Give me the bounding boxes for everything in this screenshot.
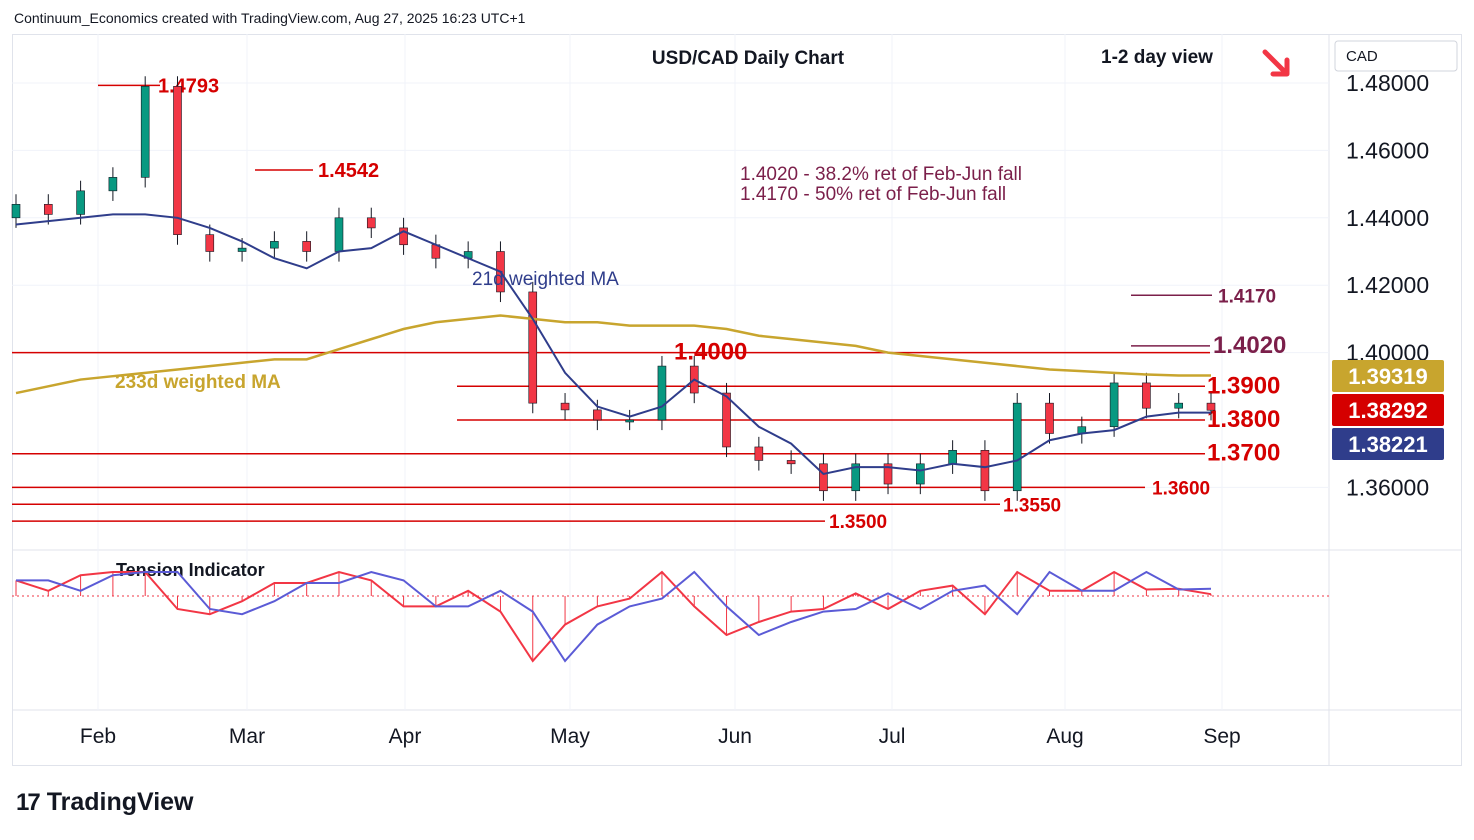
price-tag xyxy=(1332,394,1444,426)
view-label: 1-2 day view xyxy=(1101,47,1213,68)
chart-title: USD/CAD Daily Chart xyxy=(652,48,845,69)
currency-box xyxy=(1334,40,1458,72)
level-label: 1.3550 xyxy=(1003,495,1061,516)
y-tick-label: 1.44000 xyxy=(1346,205,1429,231)
candle xyxy=(399,227,408,246)
indicator-fast-line xyxy=(15,570,1212,663)
price-tag xyxy=(1332,360,1444,392)
candle xyxy=(657,365,667,421)
candle xyxy=(819,463,828,492)
tradingview-logo[interactable]: 17 TradingView xyxy=(16,788,194,817)
candle xyxy=(173,86,182,235)
candle xyxy=(883,463,893,485)
level-label: 1.4170 xyxy=(1218,286,1276,307)
ma233-label: 233d weighted MA xyxy=(115,372,281,393)
level-label: 1.3900 xyxy=(1207,372,1280,399)
candle xyxy=(916,463,925,485)
x-tick-label: Sep xyxy=(1203,725,1240,748)
price-tag xyxy=(1332,428,1444,460)
price-tag-label: 1.39319 xyxy=(1348,364,1428,389)
candle xyxy=(722,392,731,448)
candle xyxy=(270,241,279,249)
level-label: 1.3800 xyxy=(1207,406,1280,433)
level-label: 1.4793 xyxy=(158,75,219,97)
candle xyxy=(76,190,85,215)
currency-label: CAD xyxy=(1346,48,1378,65)
y-tick-label: 1.46000 xyxy=(1346,137,1429,163)
candle xyxy=(11,204,21,219)
candle xyxy=(1174,402,1184,409)
candle xyxy=(528,291,538,404)
candle xyxy=(302,241,311,252)
candle xyxy=(851,463,861,492)
price-tag-label: 1.38292 xyxy=(1348,398,1428,423)
tradingview-mark-icon: 17 xyxy=(16,788,41,816)
ma21-label: 21d weighted MA xyxy=(472,269,619,290)
x-tick-label: Aug xyxy=(1046,725,1083,748)
price-tag-label: 1.38221 xyxy=(1348,432,1428,457)
candle xyxy=(43,204,53,215)
candle xyxy=(366,217,376,229)
candle xyxy=(786,460,796,465)
level-label: 1.3500 xyxy=(829,512,887,533)
candle xyxy=(108,177,118,192)
indicator-slow-line xyxy=(16,570,1212,663)
candle xyxy=(948,450,957,465)
level-label: 1.3700 xyxy=(1207,440,1280,467)
candle xyxy=(237,247,247,252)
y-tick-label: 1.42000 xyxy=(1346,272,1429,298)
x-tick-label: Mar xyxy=(229,725,265,748)
level-label: 1.4020 xyxy=(1213,332,1286,359)
candle xyxy=(1142,382,1151,409)
indicator-title: Tension Indicator xyxy=(116,560,265,580)
chart-frame[interactable] xyxy=(12,34,1462,766)
tradingview-brand: TradingView xyxy=(46,788,194,816)
y-tick-label: 1.48000 xyxy=(1346,70,1429,96)
x-tick-label: Apr xyxy=(389,725,422,748)
candle xyxy=(334,217,344,252)
candle xyxy=(754,446,764,461)
level-label: 1.3600 xyxy=(1152,478,1210,499)
ma21-line xyxy=(15,213,1211,476)
candle xyxy=(625,419,634,423)
candle xyxy=(1045,402,1054,434)
ma233-line xyxy=(15,314,1211,395)
y-tick-label: 1.36000 xyxy=(1346,474,1429,500)
level-label: 1.4000 xyxy=(674,339,747,366)
fib-annotation-382: 1.4020 - 38.2% ret of Feb-Jun fall xyxy=(740,164,1022,185)
candle xyxy=(1109,382,1119,428)
candle xyxy=(593,409,602,421)
x-tick-label: Feb xyxy=(80,725,116,748)
candle xyxy=(140,86,150,178)
x-tick-label: May xyxy=(550,725,590,748)
fib-annotation-50: 1.4170 - 50% ret of Feb-Jun fall xyxy=(740,184,1006,205)
candle xyxy=(980,450,990,492)
chart-credit: Continuum_Economics created with Trading… xyxy=(14,10,526,26)
candle xyxy=(560,402,570,411)
x-tick-label: Jul xyxy=(879,725,906,748)
candle xyxy=(1012,402,1022,492)
x-tick-label: Jun xyxy=(718,725,752,748)
level-label: 1.4542 xyxy=(318,160,379,182)
candle xyxy=(205,234,215,252)
candle xyxy=(1206,402,1216,411)
down-arrow-icon xyxy=(1262,49,1290,77)
